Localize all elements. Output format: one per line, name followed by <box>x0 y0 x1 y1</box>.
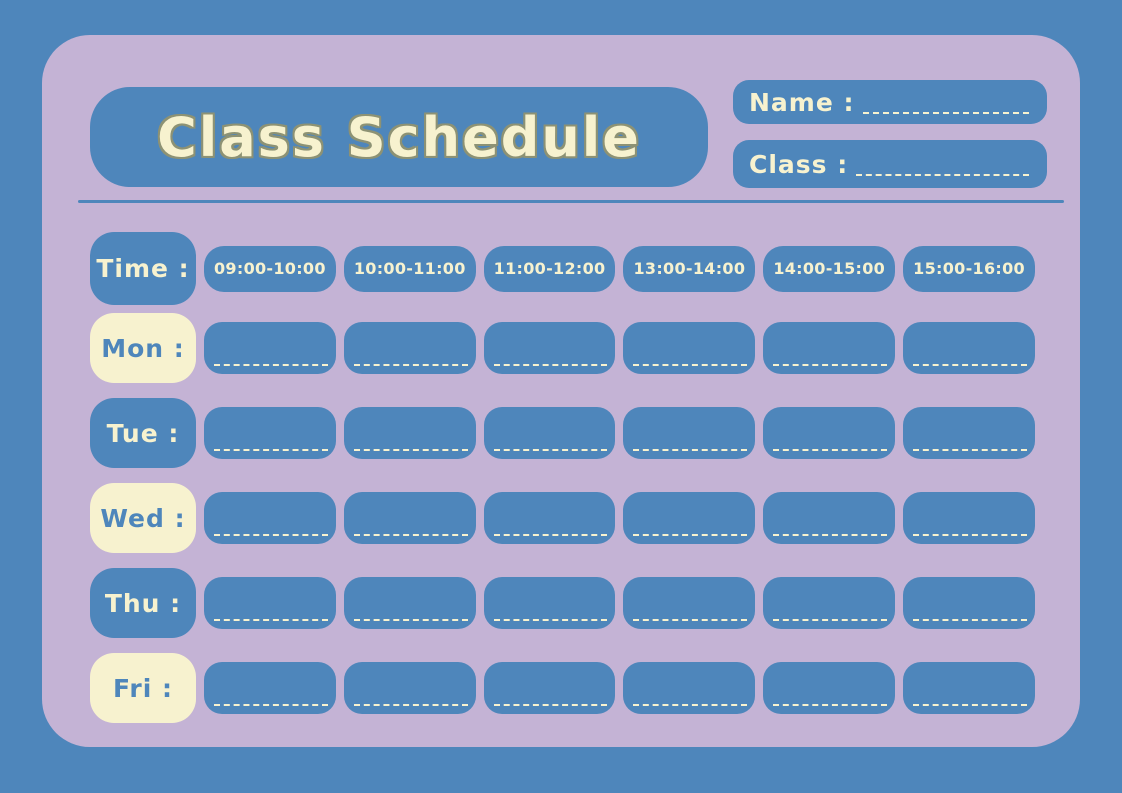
name-field-label: Name : <box>749 87 855 117</box>
schedule-cell-fri-2[interactable] <box>343 662 476 714</box>
page-title: Class Schedule <box>157 105 641 169</box>
cell-write-line <box>773 364 888 366</box>
schedule-cell-wed-4[interactable] <box>623 492 756 544</box>
day-row-thu: Thu : <box>90 568 1035 638</box>
schedule-cell-mon-1[interactable] <box>204 322 336 374</box>
time-slot-5: 14:00-15:00 <box>763 245 896 292</box>
title-banner: Class Schedule <box>90 87 708 187</box>
name-field[interactable]: Name : <box>733 80 1047 124</box>
schedule-cell-mon-4[interactable] <box>623 322 756 374</box>
schedule-cell-wed-6[interactable] <box>903 492 1035 544</box>
class-field[interactable]: Class : <box>733 140 1047 188</box>
time-header-label: Time : <box>90 232 196 305</box>
name-write-line[interactable] <box>862 104 1029 114</box>
cell-write-line <box>214 619 328 621</box>
schedule-cell-fri-3[interactable] <box>483 662 616 714</box>
schedule-cell-fri-1[interactable] <box>204 662 336 714</box>
cell-write-line <box>913 534 1027 536</box>
cell-write-line <box>633 449 748 451</box>
cell-write-line <box>493 534 608 536</box>
cell-write-line <box>493 619 608 621</box>
schedule-cell-wed-5[interactable] <box>763 492 896 544</box>
cell-write-line <box>633 534 748 536</box>
schedule-cell-fri-4[interactable] <box>623 662 756 714</box>
schedule-cell-mon-5[interactable] <box>763 322 896 374</box>
schedule-cell-mon-3[interactable] <box>483 322 616 374</box>
cell-write-line <box>214 449 328 451</box>
day-label-thu: Thu : <box>90 568 196 638</box>
schedule-cell-tue-3[interactable] <box>483 407 616 459</box>
schedule-cell-tue-6[interactable] <box>903 407 1035 459</box>
schedule-grid: Time : 09:00-10:00 10:00-11:00 11:00-12:00… <box>90 232 1035 738</box>
time-slot-6: 15:00-16:00 <box>903 245 1035 292</box>
schedule-cell-tue-4[interactable] <box>623 407 756 459</box>
cell-write-line <box>913 364 1027 366</box>
cell-write-line <box>913 619 1027 621</box>
day-label-mon: Mon : <box>90 313 196 383</box>
cell-write-line <box>633 619 748 621</box>
schedule-cell-mon-6[interactable] <box>903 322 1035 374</box>
schedule-cell-mon-2[interactable] <box>343 322 476 374</box>
schedule-cell-thu-2[interactable] <box>343 577 476 629</box>
cell-write-line <box>353 449 468 451</box>
day-row-mon: Mon : <box>90 313 1035 383</box>
cell-write-line <box>493 704 608 706</box>
schedule-cell-wed-2[interactable] <box>343 492 476 544</box>
cell-write-line <box>214 364 328 366</box>
class-write-line[interactable] <box>856 166 1029 176</box>
schedule-cell-tue-1[interactable] <box>204 407 336 459</box>
cell-write-line <box>493 449 608 451</box>
cell-write-line <box>773 534 888 536</box>
class-field-label: Class : <box>749 149 849 179</box>
header-divider <box>78 200 1064 203</box>
day-label-tue: Tue : <box>90 398 196 468</box>
cell-write-line <box>353 619 468 621</box>
cell-write-line <box>214 704 328 706</box>
time-slot-4: 13:00-14:00 <box>623 245 756 292</box>
cell-write-line <box>773 449 888 451</box>
time-slot-1: 09:00-10:00 <box>204 245 336 292</box>
time-slot-2: 10:00-11:00 <box>343 245 476 292</box>
cell-write-line <box>633 364 748 366</box>
time-header-row: Time : 09:00-10:00 10:00-11:00 11:00-12:00… <box>90 232 1035 305</box>
schedule-cell-fri-6[interactable] <box>903 662 1035 714</box>
day-label-fri: Fri : <box>90 653 196 723</box>
schedule-cell-thu-6[interactable] <box>903 577 1035 629</box>
cell-write-line <box>773 619 888 621</box>
cell-write-line <box>913 449 1027 451</box>
day-row-tue: Tue : <box>90 398 1035 468</box>
day-label-wed: Wed : <box>90 483 196 553</box>
schedule-card: Class Schedule Name : Class : Time : 09:… <box>42 35 1080 747</box>
schedule-cell-thu-4[interactable] <box>623 577 756 629</box>
cell-write-line <box>633 704 748 706</box>
day-row-fri: Fri : <box>90 653 1035 723</box>
time-slot-3: 11:00-12:00 <box>483 245 616 292</box>
cell-write-line <box>493 364 608 366</box>
schedule-cell-wed-1[interactable] <box>204 492 336 544</box>
schedule-cell-tue-5[interactable] <box>763 407 896 459</box>
cell-write-line <box>353 704 468 706</box>
cell-write-line <box>353 364 468 366</box>
schedule-cell-fri-5[interactable] <box>763 662 896 714</box>
schedule-cell-wed-3[interactable] <box>483 492 616 544</box>
cell-write-line <box>913 704 1027 706</box>
schedule-cell-thu-5[interactable] <box>763 577 896 629</box>
cell-write-line <box>214 534 328 536</box>
day-row-wed: Wed : <box>90 483 1035 553</box>
schedule-cell-thu-1[interactable] <box>204 577 336 629</box>
cell-write-line <box>353 534 468 536</box>
schedule-cell-thu-3[interactable] <box>483 577 616 629</box>
cell-write-line <box>773 704 888 706</box>
schedule-cell-tue-2[interactable] <box>343 407 476 459</box>
